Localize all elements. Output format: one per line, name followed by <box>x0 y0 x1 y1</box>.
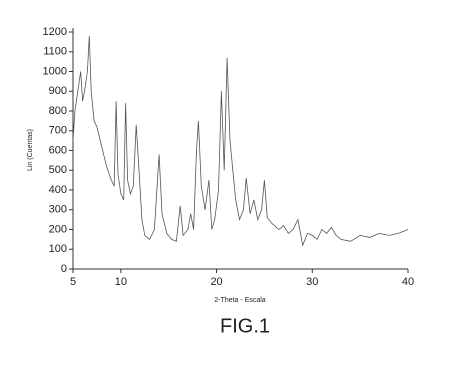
x-tick-label: 40 <box>402 276 414 288</box>
y-tick-label: 700 <box>49 125 67 137</box>
y-tick-label: 400 <box>49 184 67 196</box>
caption: FIG.1 <box>220 315 270 337</box>
x-tick-label: 10 <box>115 276 127 288</box>
x-tick-label: 20 <box>210 276 222 288</box>
data-line <box>72 35 409 247</box>
y-tick-label: 600 <box>49 144 67 156</box>
y-tick-label: 100 <box>49 243 67 255</box>
y-tick-label: 1200 <box>43 26 67 38</box>
y-axis-label: Lin (Cuentas) <box>27 129 34 171</box>
y-tick-label: 200 <box>49 223 67 235</box>
y-tick-label: 1100 <box>43 46 67 58</box>
y-tick-label: 800 <box>49 105 67 117</box>
x-tick-label: 30 <box>306 276 318 288</box>
y-tick-label: 500 <box>49 164 67 176</box>
x-axis-label: 2-Theta - Escala <box>214 297 265 304</box>
x-tick-label: 5 <box>70 276 76 288</box>
y-tick-label: 0 <box>61 263 67 275</box>
y-tick-label: 900 <box>49 85 67 97</box>
y-tick-label: 300 <box>49 204 67 216</box>
y-tick-label: 1000 <box>43 65 67 77</box>
